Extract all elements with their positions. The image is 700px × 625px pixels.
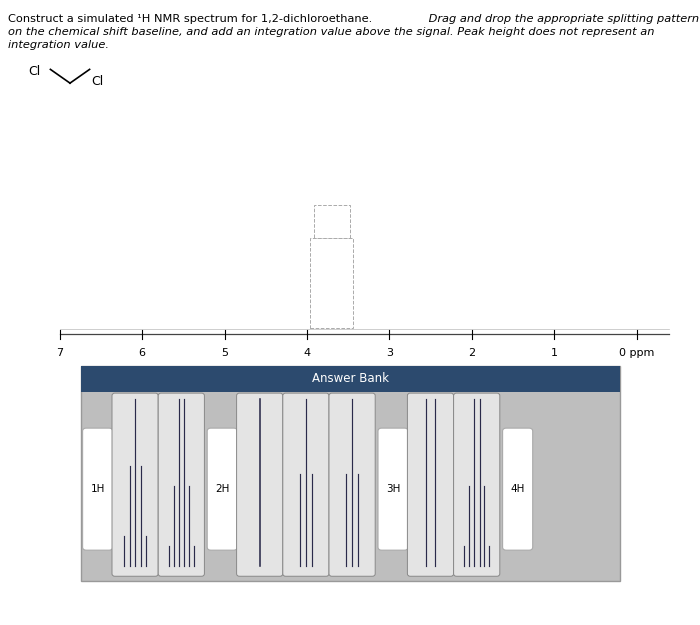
Text: on the chemical shift baseline, and add an integration value above the signal. P: on the chemical shift baseline, and add …: [8, 27, 655, 37]
FancyBboxPatch shape: [283, 393, 329, 576]
Bar: [310, 238, 354, 328]
Text: 7: 7: [56, 348, 63, 358]
Text: Construct a simulated ¹H NMR spectrum for 1,2-dichloroethane.: Construct a simulated ¹H NMR spectrum fo…: [8, 14, 372, 24]
FancyBboxPatch shape: [329, 393, 375, 576]
Text: 3H: 3H: [386, 484, 400, 494]
Text: 1: 1: [551, 348, 558, 358]
Text: 2H: 2H: [215, 484, 230, 494]
Text: 2: 2: [468, 348, 475, 358]
Text: Cl: Cl: [28, 66, 41, 78]
Text: 1H: 1H: [90, 484, 105, 494]
Bar: [80, 366, 620, 581]
FancyBboxPatch shape: [158, 393, 204, 576]
Bar: [80, 366, 620, 392]
Text: 6: 6: [139, 348, 146, 358]
Text: 4H: 4H: [510, 484, 525, 494]
FancyBboxPatch shape: [454, 393, 500, 576]
FancyBboxPatch shape: [407, 393, 454, 576]
Text: 5: 5: [221, 348, 228, 358]
FancyBboxPatch shape: [503, 428, 533, 550]
Text: Drag and drop the appropriate splitting pattern into the box: Drag and drop the appropriate splitting …: [425, 14, 700, 24]
FancyBboxPatch shape: [112, 393, 158, 576]
FancyBboxPatch shape: [237, 393, 283, 576]
FancyBboxPatch shape: [378, 428, 408, 550]
Bar: [314, 205, 350, 238]
FancyBboxPatch shape: [207, 428, 237, 550]
FancyBboxPatch shape: [83, 428, 113, 550]
Text: 3: 3: [386, 348, 393, 358]
Text: 0 ppm: 0 ppm: [620, 348, 654, 358]
Text: 4: 4: [303, 348, 311, 358]
Text: Answer Bank: Answer Bank: [312, 372, 388, 385]
Text: integration value.: integration value.: [8, 40, 109, 50]
Text: Cl: Cl: [91, 75, 104, 88]
